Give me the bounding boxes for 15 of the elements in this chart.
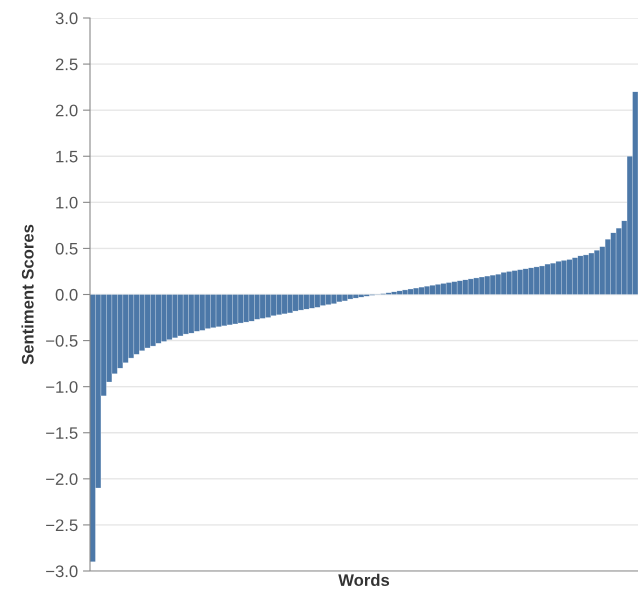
y-tick-label: 2.5 bbox=[56, 58, 78, 70]
y-tick-label: −1.5 bbox=[46, 427, 78, 439]
y-axis-title: Sentiment Scores bbox=[21, 224, 34, 364]
x-axis-title: Words bbox=[338, 574, 390, 586]
y-tick-label: −2.5 bbox=[46, 519, 78, 532]
y-tick-label: −3.0 bbox=[46, 565, 78, 578]
y-tick-label: 2.0 bbox=[56, 104, 78, 116]
y-tick-label: 0.0 bbox=[56, 288, 78, 301]
y-tick-label: −0.5 bbox=[46, 334, 78, 347]
y-tick-label: −2.0 bbox=[46, 473, 78, 486]
y-tick-label: 3.0 bbox=[56, 12, 78, 24]
y-tick-label: 1.0 bbox=[56, 196, 78, 209]
y-tick-label: 0.5 bbox=[56, 242, 78, 255]
y-tick-label: −1.0 bbox=[46, 381, 78, 393]
y-tick-label: 1.5 bbox=[56, 150, 78, 162]
